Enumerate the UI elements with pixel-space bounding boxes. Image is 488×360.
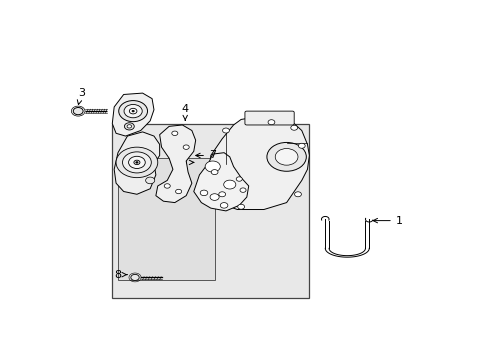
Circle shape — [128, 156, 145, 168]
Circle shape — [73, 108, 83, 115]
Circle shape — [267, 120, 274, 125]
Circle shape — [124, 104, 142, 118]
Circle shape — [298, 143, 305, 148]
Circle shape — [294, 192, 301, 197]
Circle shape — [240, 188, 245, 192]
Circle shape — [275, 149, 297, 165]
Circle shape — [119, 100, 147, 122]
Circle shape — [290, 125, 297, 130]
FancyBboxPatch shape — [244, 111, 294, 125]
Text: 6: 6 — [137, 139, 144, 155]
Circle shape — [131, 274, 139, 280]
Circle shape — [132, 110, 134, 112]
Bar — [118, 158, 214, 280]
Text: 7: 7 — [195, 150, 216, 161]
Polygon shape — [112, 93, 154, 136]
Text: 4: 4 — [181, 104, 188, 120]
Circle shape — [145, 177, 154, 184]
Circle shape — [266, 143, 305, 171]
Circle shape — [116, 147, 158, 177]
Polygon shape — [156, 125, 195, 203]
Polygon shape — [114, 132, 159, 194]
Circle shape — [205, 161, 220, 172]
Circle shape — [222, 128, 229, 133]
Text: 2: 2 — [127, 139, 135, 149]
Circle shape — [200, 190, 207, 195]
Circle shape — [129, 108, 137, 114]
Polygon shape — [193, 153, 248, 211]
Text: 1: 1 — [372, 216, 402, 226]
Circle shape — [236, 177, 242, 181]
Circle shape — [175, 189, 181, 194]
Polygon shape — [208, 115, 309, 210]
Circle shape — [134, 160, 140, 165]
Circle shape — [164, 184, 170, 188]
Circle shape — [127, 125, 131, 128]
Circle shape — [124, 123, 134, 130]
Circle shape — [237, 204, 244, 209]
Circle shape — [220, 203, 227, 208]
Text: 3: 3 — [77, 88, 84, 104]
Circle shape — [171, 131, 178, 135]
Circle shape — [136, 162, 138, 163]
Circle shape — [210, 194, 219, 201]
Circle shape — [223, 180, 235, 189]
Text: 8: 8 — [114, 270, 127, 280]
Circle shape — [218, 192, 225, 197]
Circle shape — [122, 152, 151, 173]
Circle shape — [211, 170, 218, 175]
Circle shape — [183, 145, 189, 149]
Bar — [112, 123, 309, 298]
Text: 5: 5 — [180, 157, 193, 167]
